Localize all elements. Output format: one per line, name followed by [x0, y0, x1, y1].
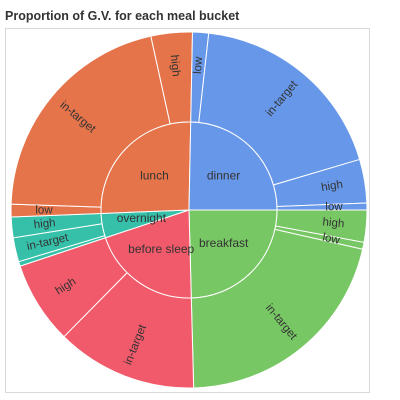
- label-dinner-high: high: [320, 179, 343, 194]
- inner-ring: [100, 121, 278, 299]
- chart-title: Proportion of G.V. for each meal bucket: [5, 9, 240, 23]
- label-lunch: lunch: [140, 168, 169, 182]
- label-lunch-high: high: [168, 54, 182, 77]
- label-dinner: dinner: [207, 168, 240, 182]
- label-dinner-low: low: [325, 201, 343, 213]
- label-lunch-low: low: [35, 204, 53, 216]
- slice-dinner[interactable]: [188, 121, 278, 211]
- label-overnight: overnight: [117, 211, 167, 225]
- slice-before-sleep[interactable]: [104, 209, 192, 299]
- label-breakfast-high: high: [322, 216, 345, 230]
- sunburst-chart: highlowin-targetbreakfastin-targethighbe…: [10, 31, 368, 389]
- label-overnight-high: high: [33, 217, 56, 231]
- label-before-sleep: before sleep: [128, 242, 194, 256]
- label-breakfast-low: low: [321, 232, 341, 247]
- label-dinner-low: low: [192, 56, 205, 75]
- chart-panel: high low in-target breakfast in-target high be…: [5, 28, 370, 393]
- label-breakfast: breakfast: [199, 236, 249, 250]
- outer-ring: [10, 31, 368, 389]
- slice-lunch[interactable]: [100, 121, 192, 214]
- slice-breakfast[interactable]: [188, 209, 278, 299]
